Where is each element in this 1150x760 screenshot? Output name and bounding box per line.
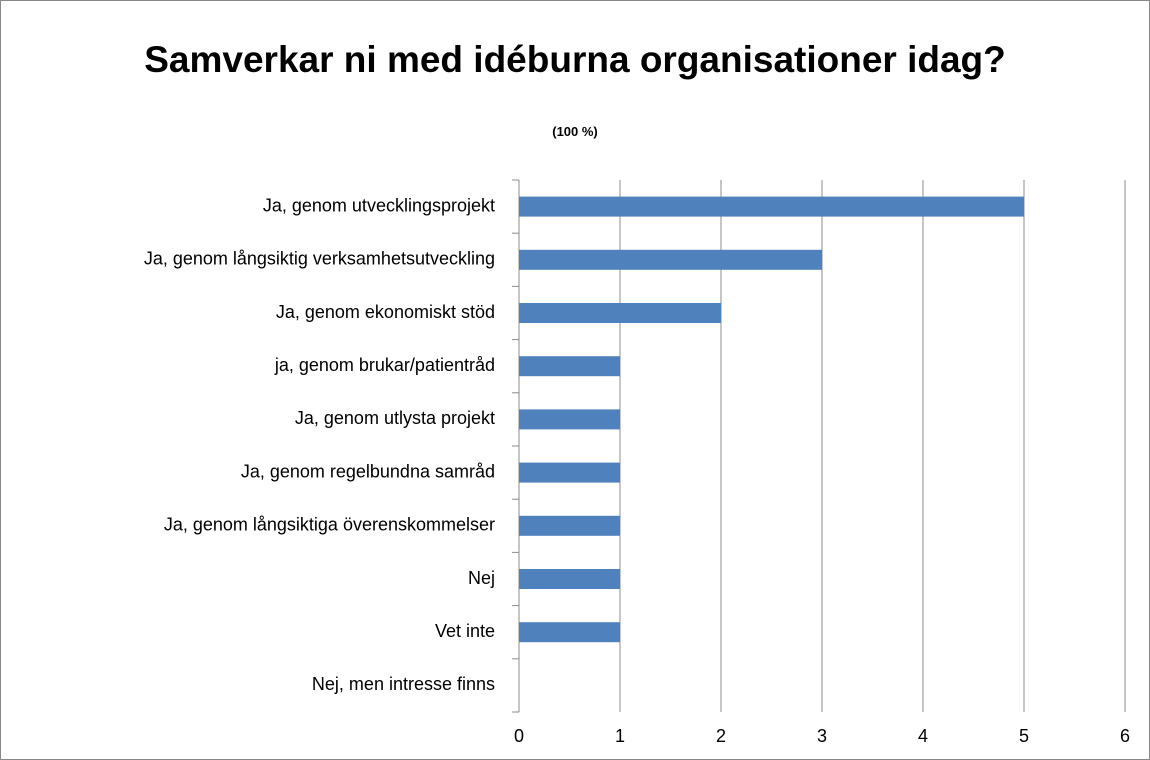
chart-title: Samverkar ni med idéburna organisationer…: [144, 39, 1006, 80]
bar: [519, 515, 620, 536]
bar: [519, 622, 620, 643]
y-tick-label: Ja, genom långsiktiga överenskommelser: [164, 515, 495, 535]
x-tick-label: 2: [716, 726, 726, 746]
bar: [519, 196, 1024, 217]
x-tick-label: 4: [918, 726, 928, 746]
x-tick-label: 6: [1120, 726, 1130, 746]
x-tick-label: 5: [1019, 726, 1029, 746]
bar: [519, 569, 620, 589]
y-tick-label: ja, genom brukar/patientråd: [274, 355, 495, 375]
chart-subtitle: (100 %): [552, 124, 598, 139]
bar: [519, 409, 620, 430]
bar: [519, 249, 822, 270]
x-tick-label: 1: [615, 726, 625, 746]
chart-title-block: Samverkar ni med idéburna organisationer…: [135, 28, 1015, 164]
x-tick-label: 0: [514, 726, 524, 746]
y-tick-label: Ja, genom ekonomiskt stöd: [276, 302, 495, 322]
x-tick-label: 3: [817, 726, 827, 746]
bar: [519, 462, 620, 483]
y-tick-label: Ja, genom utlysta projekt: [295, 408, 495, 428]
y-tick-label: Ja, genom utvecklingsprojekt: [263, 195, 495, 215]
y-tick-label: Nej, men intresse finns: [312, 674, 495, 694]
y-tick-label: Ja, genom långsiktig verksamhetsutveckli…: [144, 249, 495, 269]
y-tick-label: Nej: [468, 568, 495, 588]
bar: [519, 303, 721, 323]
y-tick-label: Ja, genom regelbundna samråd: [241, 461, 495, 481]
y-tick-label: Vet inte: [435, 621, 495, 641]
bar: [519, 356, 620, 377]
